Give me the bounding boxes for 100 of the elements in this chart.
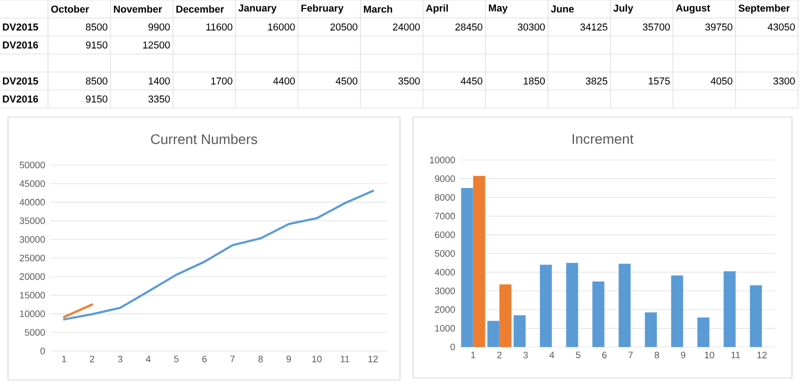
category-label: January <box>238 4 277 14</box>
data-label: 24000 <box>392 23 420 31</box>
data-label: 34125 <box>580 23 608 31</box>
x-tick-label: 3 <box>118 356 122 362</box>
y-tick-label: 10000 <box>20 310 45 318</box>
bar <box>618 264 631 348</box>
y-tick-label: 0 <box>450 344 455 350</box>
y-tick-label: 7000 <box>435 212 455 220</box>
bar <box>499 284 512 348</box>
data-label: 30300 <box>518 23 545 31</box>
x-tick-label: 9 <box>680 352 686 358</box>
x-tick-label: 12 <box>757 352 767 358</box>
x-tick-label: 10 <box>312 356 322 362</box>
y-tick-label: 50000 <box>20 162 45 168</box>
category-label: June <box>550 6 574 12</box>
bar <box>514 315 526 348</box>
y-tick-label: 45000 <box>20 180 45 187</box>
data-label: 9900 <box>148 23 170 31</box>
x-tick-label: 4 <box>549 352 554 358</box>
x-tick-label: 6 <box>202 356 207 362</box>
x-tick-label: 8 <box>654 352 660 358</box>
data-label: 35700 <box>642 23 670 31</box>
bar <box>750 285 762 348</box>
x-tick-label: 11 <box>340 356 350 362</box>
text: DV2016 <box>2 41 38 49</box>
x-tick-label: 2 <box>497 352 502 358</box>
data-label: 3350 <box>148 95 170 103</box>
x-tick-label: 11 <box>731 352 740 358</box>
chart-title: Increment <box>572 134 634 144</box>
x-tick-label: 6 <box>602 352 607 358</box>
x-tick-label: 4 <box>146 356 151 362</box>
category-label: November <box>114 5 162 13</box>
category-label: February <box>301 4 344 14</box>
x-tick-label: 1 <box>471 352 476 358</box>
data-label: 4400 <box>273 77 295 85</box>
data-label: 1850 <box>524 77 545 85</box>
data-label: 28450 <box>455 23 482 31</box>
x-tick-label: 5 <box>576 352 580 358</box>
data-label: 8500 <box>86 77 108 85</box>
y-tick-label: 20000 <box>20 273 45 280</box>
category-label: July <box>613 4 634 14</box>
category-label: October <box>51 5 89 13</box>
data-label: 11600 <box>206 23 232 31</box>
bar <box>671 275 684 348</box>
data-label: 8500 <box>86 23 108 31</box>
x-tick-label: 3 <box>523 352 528 358</box>
y-tick-label: 30000 <box>20 236 45 243</box>
data-label: 4450 <box>460 77 482 85</box>
y-tick-label: 25000 <box>20 254 45 262</box>
data-label: 39750 <box>705 23 732 31</box>
text: DV2015 <box>2 23 38 31</box>
data-label: 3300 <box>773 77 795 85</box>
y-tick-label: 6000 <box>435 232 455 238</box>
chart-title: Current Numbers <box>151 134 258 144</box>
x-tick-label: 1 <box>62 356 66 362</box>
category-label: March <box>364 5 392 13</box>
y-tick-label: 5000 <box>434 250 455 257</box>
y-tick-label: 15000 <box>20 292 45 298</box>
y-tick-label: 3000 <box>434 288 455 294</box>
y-tick-label: 10000 <box>430 156 455 164</box>
y-tick-label: 1000 <box>435 325 455 332</box>
data-label: 9150 <box>86 95 108 103</box>
y-tick-label: 2000 <box>434 306 455 313</box>
category-label: May <box>488 4 508 14</box>
x-tick-label: 2 <box>90 356 94 362</box>
data-label: 16000 <box>268 23 295 31</box>
bar <box>540 264 552 348</box>
line-series <box>62 190 374 320</box>
x-tick-label: 5 <box>174 356 179 362</box>
bar <box>592 282 604 348</box>
bar <box>566 262 578 348</box>
category-label: August <box>676 4 710 14</box>
data-label: 1400 <box>148 77 170 85</box>
x-tick-label: 8 <box>258 356 263 362</box>
data-label: 4500 <box>336 77 358 85</box>
data-label: 9150 <box>86 41 108 49</box>
y-tick-label: 35000 <box>20 218 45 224</box>
y-tick-label: 9000 <box>434 175 455 182</box>
data-label: 3825 <box>586 77 608 85</box>
bar <box>724 271 736 348</box>
x-tick-label: 7 <box>628 352 633 358</box>
data-label: 3500 <box>398 77 420 85</box>
category-label: September <box>738 4 790 14</box>
bar <box>644 312 657 348</box>
data-label: 1575 <box>648 78 670 84</box>
x-tick-label: 9 <box>286 356 291 362</box>
data-label: 20500 <box>330 23 358 31</box>
y-tick-label: 40000 <box>20 198 45 206</box>
bar <box>697 318 710 348</box>
category-label: December <box>176 5 224 13</box>
data-label: 1700 <box>211 77 232 85</box>
y-tick-label: 4000 <box>434 268 455 276</box>
x-tick-label: 12 <box>368 356 378 362</box>
bar <box>473 176 486 348</box>
bar <box>461 188 474 348</box>
y-tick-label: 8000 <box>434 194 455 201</box>
x-tick-label: 10 <box>704 352 714 358</box>
text: DV2015 <box>2 77 38 85</box>
x-tick-label: 7 <box>230 356 235 362</box>
data-label: 12500 <box>143 41 170 49</box>
